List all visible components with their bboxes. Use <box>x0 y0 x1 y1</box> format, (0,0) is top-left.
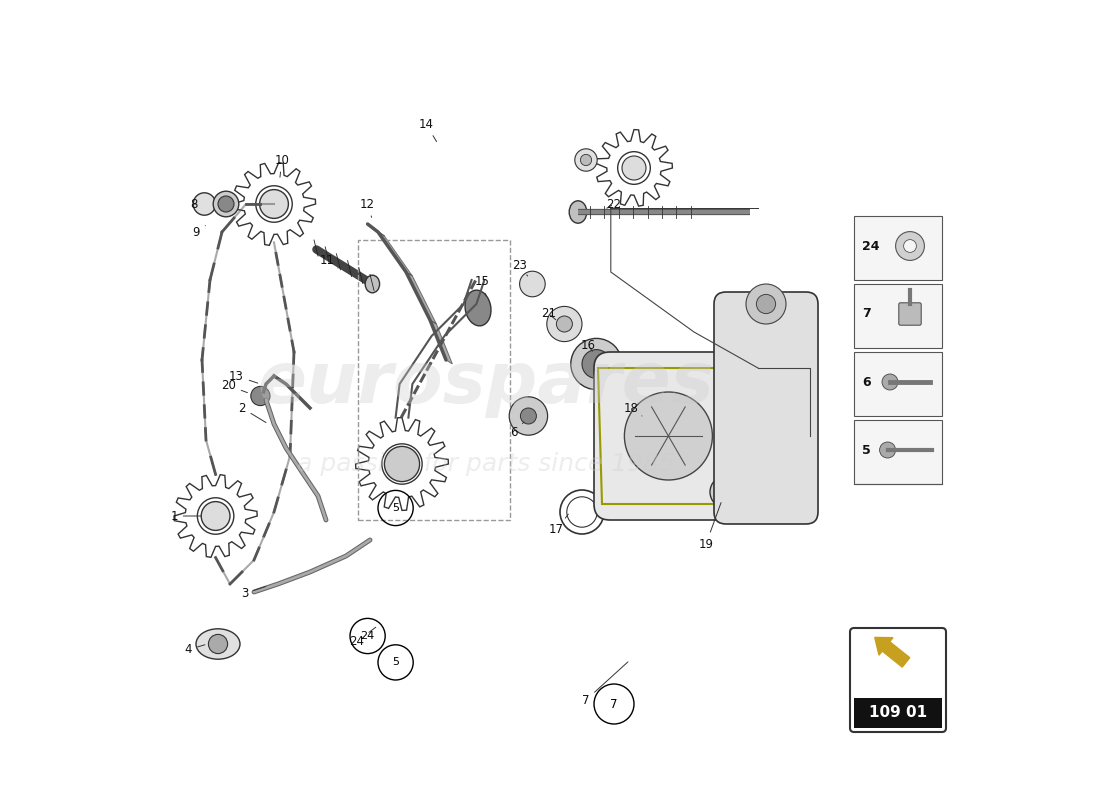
Text: 5: 5 <box>392 503 399 513</box>
Text: 109 01: 109 01 <box>869 706 927 720</box>
Circle shape <box>903 239 916 253</box>
Text: 1: 1 <box>170 510 201 522</box>
Text: 21: 21 <box>541 307 556 320</box>
Circle shape <box>882 374 898 390</box>
Circle shape <box>260 190 288 218</box>
Circle shape <box>895 232 924 261</box>
Text: 10: 10 <box>275 154 289 178</box>
Polygon shape <box>367 224 384 236</box>
FancyBboxPatch shape <box>714 292 818 524</box>
Circle shape <box>625 392 713 480</box>
Text: 12: 12 <box>360 198 375 218</box>
Circle shape <box>757 294 776 314</box>
FancyBboxPatch shape <box>854 216 942 280</box>
Circle shape <box>520 408 537 424</box>
Text: 17: 17 <box>549 514 569 536</box>
Circle shape <box>384 446 419 482</box>
Text: 24: 24 <box>361 631 375 641</box>
FancyBboxPatch shape <box>854 284 942 348</box>
Ellipse shape <box>196 629 240 659</box>
Text: 9: 9 <box>192 226 206 238</box>
Ellipse shape <box>213 191 239 217</box>
Text: 24: 24 <box>349 627 376 648</box>
FancyBboxPatch shape <box>854 698 942 728</box>
Text: 5: 5 <box>862 443 871 457</box>
FancyBboxPatch shape <box>594 352 734 520</box>
Circle shape <box>208 634 228 654</box>
Circle shape <box>557 316 572 332</box>
Ellipse shape <box>569 201 586 223</box>
Circle shape <box>746 284 786 324</box>
Text: 7: 7 <box>582 662 628 706</box>
Polygon shape <box>406 272 437 324</box>
Circle shape <box>519 271 546 297</box>
Ellipse shape <box>365 275 380 293</box>
Text: 14: 14 <box>418 118 437 142</box>
Ellipse shape <box>717 483 735 501</box>
Polygon shape <box>378 232 412 276</box>
Circle shape <box>621 156 646 180</box>
Text: 23: 23 <box>513 259 528 276</box>
FancyArrowPatch shape <box>317 250 370 282</box>
Circle shape <box>547 306 582 342</box>
Text: a passion for parts since 1985: a passion for parts since 1985 <box>297 452 675 476</box>
Text: 15: 15 <box>474 275 490 296</box>
Text: 7: 7 <box>862 307 871 321</box>
Text: 8: 8 <box>190 198 198 210</box>
FancyBboxPatch shape <box>854 352 942 416</box>
Text: 3: 3 <box>241 586 266 600</box>
Text: 4: 4 <box>185 643 205 656</box>
Circle shape <box>571 338 621 390</box>
Circle shape <box>201 502 230 530</box>
Text: 6: 6 <box>862 375 870 389</box>
Text: 7: 7 <box>610 698 618 710</box>
Circle shape <box>582 350 610 378</box>
Text: 11: 11 <box>320 254 338 268</box>
Text: 18: 18 <box>624 402 642 416</box>
Ellipse shape <box>575 149 597 171</box>
FancyBboxPatch shape <box>850 628 946 732</box>
FancyArrow shape <box>874 638 910 667</box>
Text: 6: 6 <box>510 422 524 438</box>
Circle shape <box>218 196 234 212</box>
Ellipse shape <box>465 290 491 326</box>
Polygon shape <box>430 320 452 364</box>
Ellipse shape <box>581 154 592 166</box>
Text: eurospares: eurospares <box>257 350 714 418</box>
Circle shape <box>251 386 270 406</box>
Text: 2: 2 <box>239 402 266 422</box>
Text: 16: 16 <box>581 339 596 352</box>
Ellipse shape <box>194 193 216 215</box>
Text: 22: 22 <box>606 198 621 210</box>
Text: 13: 13 <box>229 370 257 383</box>
FancyBboxPatch shape <box>854 420 942 484</box>
Circle shape <box>880 442 895 458</box>
FancyBboxPatch shape <box>899 302 921 325</box>
Text: 24: 24 <box>862 239 880 253</box>
Ellipse shape <box>710 476 742 508</box>
Text: 19: 19 <box>698 502 722 550</box>
Text: 20: 20 <box>221 379 248 393</box>
Text: 5: 5 <box>392 658 399 667</box>
Circle shape <box>509 397 548 435</box>
